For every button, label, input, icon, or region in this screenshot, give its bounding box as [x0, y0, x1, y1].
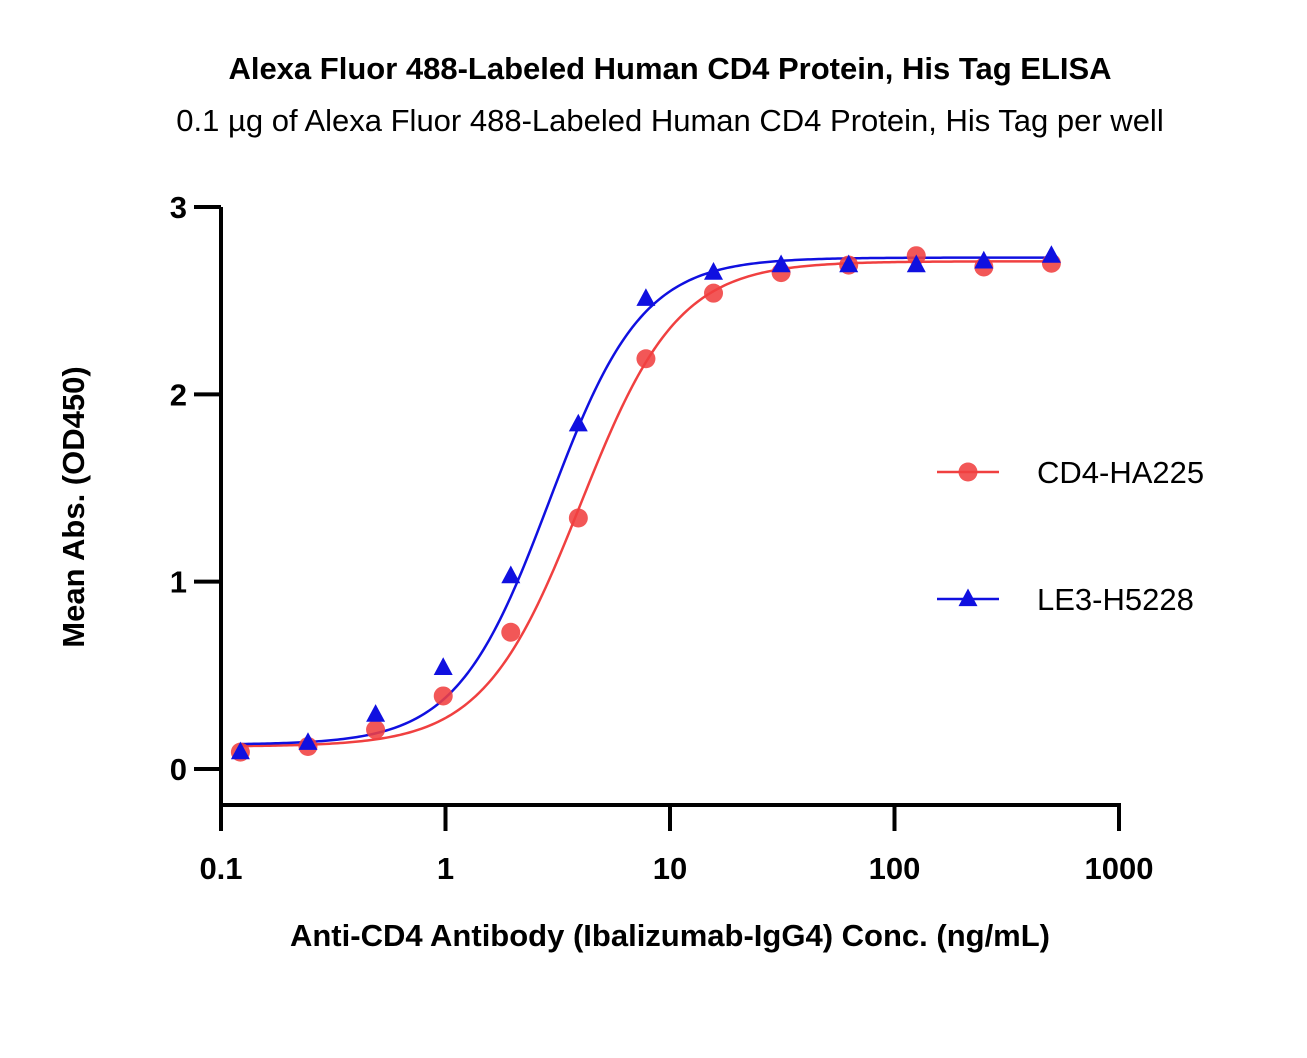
point-le3-h5228-9	[839, 254, 859, 273]
data-points	[230, 245, 1061, 762]
point-le3-h5228-5	[568, 413, 588, 432]
fit-curve-le3-h5228	[240, 256, 1052, 746]
axes: 0 1 2 3 0.1 1 10 100 1000	[170, 190, 1154, 886]
x-tick-label-1: 1	[437, 851, 454, 886]
point-cd4-ha225-3	[433, 686, 453, 706]
point-cd4-ha225-7	[704, 283, 724, 303]
fit-curve-cd4-ha225	[240, 260, 1052, 748]
point-le3-h5228-0	[230, 741, 250, 760]
point-cd4-ha225-6	[636, 349, 656, 369]
chart-subtitle: 0.1 µg of Alexa Fluor 488-Labeled Human …	[176, 103, 1163, 138]
point-le3-h5228-7	[704, 262, 723, 280]
point-cd4-ha225-4	[501, 622, 521, 642]
x-tick-label-0.1: 0.1	[199, 851, 242, 886]
legend-label-le3-h5228: LE3-H5228	[1037, 582, 1194, 617]
y-tick-label-1: 1	[170, 565, 187, 600]
legend-marker-le3-h5228	[958, 588, 978, 607]
y-axis-label: Mean Abs. (OD450)	[56, 366, 91, 647]
x-axis-label: Anti-CD4 Antibody (Ibalizumab-IgG4) Conc…	[290, 918, 1050, 953]
y-tick-label-0: 0	[170, 752, 187, 787]
x-tick-label-1000: 1000	[1085, 851, 1154, 886]
y-tick-label-2: 2	[170, 377, 187, 412]
point-cd4-ha225-5	[568, 508, 588, 528]
point-cd4-ha225-2	[366, 720, 386, 740]
point-le3-h5228-10	[906, 254, 926, 273]
point-le3-h5228-11	[974, 250, 994, 269]
point-le3-h5228-4	[501, 565, 521, 584]
x-tick-label-100: 100	[869, 851, 921, 886]
point-le3-h5228-3	[433, 657, 453, 675]
legend-label-cd4-ha225: CD4-HA225	[1037, 455, 1204, 490]
legend-marker-cd4-ha225	[958, 462, 978, 482]
point-le3-h5228-8	[771, 254, 791, 273]
fit-curves	[240, 256, 1052, 748]
chart-title: Alexa Fluor 488-Labeled Human CD4 Protei…	[228, 51, 1111, 86]
point-le3-h5228-1	[298, 732, 318, 750]
point-le3-h5228-2	[366, 704, 386, 722]
point-le3-h5228-12	[1041, 245, 1061, 263]
x-tick-label-10: 10	[653, 851, 687, 886]
y-tick-label-3: 3	[170, 190, 187, 225]
point-le3-h5228-6	[636, 288, 656, 306]
legend: CD4-HA225 LE3-H5228	[937, 455, 1204, 617]
